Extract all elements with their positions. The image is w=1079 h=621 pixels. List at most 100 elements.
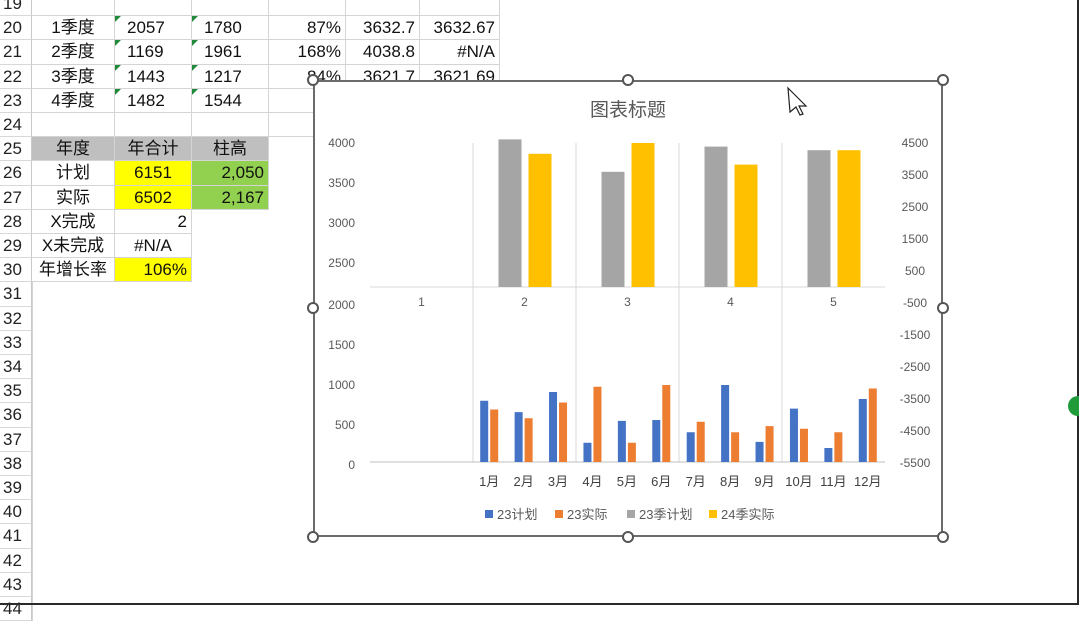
ratio-cell[interactable]: 168% (269, 40, 346, 65)
row-header[interactable]: 32 (0, 306, 32, 331)
row-header[interactable]: 20 (0, 16, 32, 41)
actual-cell[interactable]: 1217 (192, 64, 269, 89)
summary-total-cell[interactable]: 6502 (115, 185, 192, 210)
resize-handle-bottom-center[interactable] (622, 531, 634, 543)
metric-label-cell[interactable]: X完成 (32, 209, 115, 234)
value-cell[interactable]: 4038.8 (346, 40, 420, 65)
row-header[interactable]: 27 (0, 185, 32, 210)
summary-header-cell[interactable]: 年度 (32, 137, 115, 162)
row-header[interactable]: 39 (0, 476, 32, 501)
row-header[interactable]: 35 (0, 379, 32, 404)
row-header[interactable]: 30 (0, 258, 32, 283)
cell[interactable] (269, 0, 346, 17)
bar-23计划 (583, 442, 592, 462)
cell[interactable] (32, 572, 33, 597)
cell[interactable] (32, 403, 33, 428)
metric-value-cell[interactable]: #N/A (115, 234, 192, 259)
summary-header-cell[interactable]: 柱高 (192, 137, 269, 162)
row-header[interactable]: 25 (0, 137, 32, 162)
y-tick-left: 500 (335, 418, 355, 432)
cell[interactable] (32, 548, 33, 573)
resize-handle-bottom-left[interactable] (307, 531, 319, 543)
summary-total-cell[interactable]: 6151 (115, 161, 192, 186)
row-header[interactable]: 38 (0, 451, 32, 476)
cell[interactable] (32, 379, 33, 404)
summary-label-cell[interactable]: 实际 (32, 185, 115, 210)
summary-height-cell[interactable]: 2,050 (192, 161, 269, 186)
cell[interactable] (32, 330, 33, 355)
value-cell[interactable]: #N/A (420, 40, 500, 65)
quarter-label-cell[interactable]: 2季度 (32, 40, 115, 65)
plan-cell[interactable]: 1443 (115, 64, 192, 89)
row-header[interactable]: 33 (0, 330, 32, 355)
row-header[interactable]: 43 (0, 572, 32, 597)
row-header[interactable]: 34 (0, 355, 32, 380)
cell[interactable] (32, 597, 33, 621)
row-header[interactable]: 19 (0, 0, 32, 17)
row-header[interactable]: 28 (0, 209, 32, 234)
row-header[interactable]: 29 (0, 234, 32, 259)
combo-chart[interactable]: 图表标题 4000 3500 3000 2500 4500 3500 2500 1500 500 1… (313, 80, 943, 537)
row-header[interactable]: 41 (0, 524, 32, 549)
cell[interactable] (32, 306, 33, 331)
cell[interactable] (32, 427, 33, 452)
cell[interactable] (192, 0, 269, 17)
cell[interactable] (192, 113, 269, 138)
value-cell[interactable]: 3632.67 (420, 16, 500, 41)
metric-value-cell[interactable]: 106% (115, 258, 192, 283)
cell[interactable] (32, 451, 33, 476)
resize-handle-top-right[interactable] (937, 74, 949, 86)
summary-label-cell[interactable]: 计划 (32, 161, 115, 186)
legend-swatch (627, 510, 635, 518)
actual-cell[interactable]: 1961 (192, 40, 269, 65)
quarter-label-cell[interactable]: 1季度 (32, 16, 115, 41)
cell[interactable] (32, 282, 33, 307)
month-label: 11月 (820, 474, 847, 489)
row-header[interactable]: 24 (0, 113, 32, 138)
cell[interactable] (115, 0, 192, 17)
row-header[interactable]: 40 (0, 500, 32, 525)
actual-cell[interactable]: 1544 (192, 88, 269, 113)
window-edge (1077, 0, 1079, 605)
quarter-label-cell[interactable]: 4季度 (32, 88, 115, 113)
window-bottom-edge (0, 603, 1079, 605)
cell[interactable] (32, 524, 33, 549)
row-header[interactable]: 42 (0, 548, 32, 573)
row-header[interactable]: 21 (0, 40, 32, 65)
cell[interactable] (115, 113, 192, 138)
resize-handle-bottom-right[interactable] (937, 531, 949, 543)
ratio-cell[interactable]: 87% (269, 16, 346, 41)
metric-label-cell[interactable]: X未完成 (32, 234, 115, 259)
row-header[interactable]: 31 (0, 282, 32, 307)
quarter-label-cell[interactable]: 3季度 (32, 64, 115, 89)
metric-value-cell[interactable]: 2 (115, 209, 192, 234)
row-header[interactable]: 37 (0, 427, 32, 452)
plan-cell[interactable]: 1482 (115, 88, 192, 113)
summary-height-cell[interactable]: 2,167 (192, 185, 269, 210)
cell[interactable] (32, 113, 115, 138)
actual-cell[interactable]: 1780 (192, 16, 269, 41)
resize-handle-middle-left[interactable] (307, 302, 319, 314)
resize-handle-top-left[interactable] (307, 74, 319, 86)
summary-header-cell[interactable]: 年合计 (115, 137, 192, 162)
cell[interactable] (32, 476, 33, 501)
cell[interactable] (346, 0, 420, 17)
row-header[interactable]: 22 (0, 64, 32, 89)
cell[interactable] (32, 0, 115, 17)
resize-handle-middle-right[interactable] (937, 302, 949, 314)
plan-cell[interactable]: 1169 (115, 40, 192, 65)
scroll-indicator-icon[interactable] (1068, 396, 1079, 416)
row-header[interactable]: 44 (0, 597, 32, 621)
row-header[interactable]: 26 (0, 161, 32, 186)
plan-cell[interactable]: 2057 (115, 16, 192, 41)
value-cell[interactable]: 3632.7 (346, 16, 420, 41)
cell[interactable] (32, 355, 33, 380)
cell[interactable] (420, 0, 500, 17)
row-header[interactable]: 36 (0, 403, 32, 428)
metric-label-cell[interactable]: 年增长率 (32, 258, 115, 283)
resize-handle-top-center[interactable] (622, 74, 634, 86)
y-tick-right: 2500 (902, 200, 929, 214)
row-header[interactable]: 23 (0, 88, 32, 113)
cell[interactable] (32, 500, 33, 525)
